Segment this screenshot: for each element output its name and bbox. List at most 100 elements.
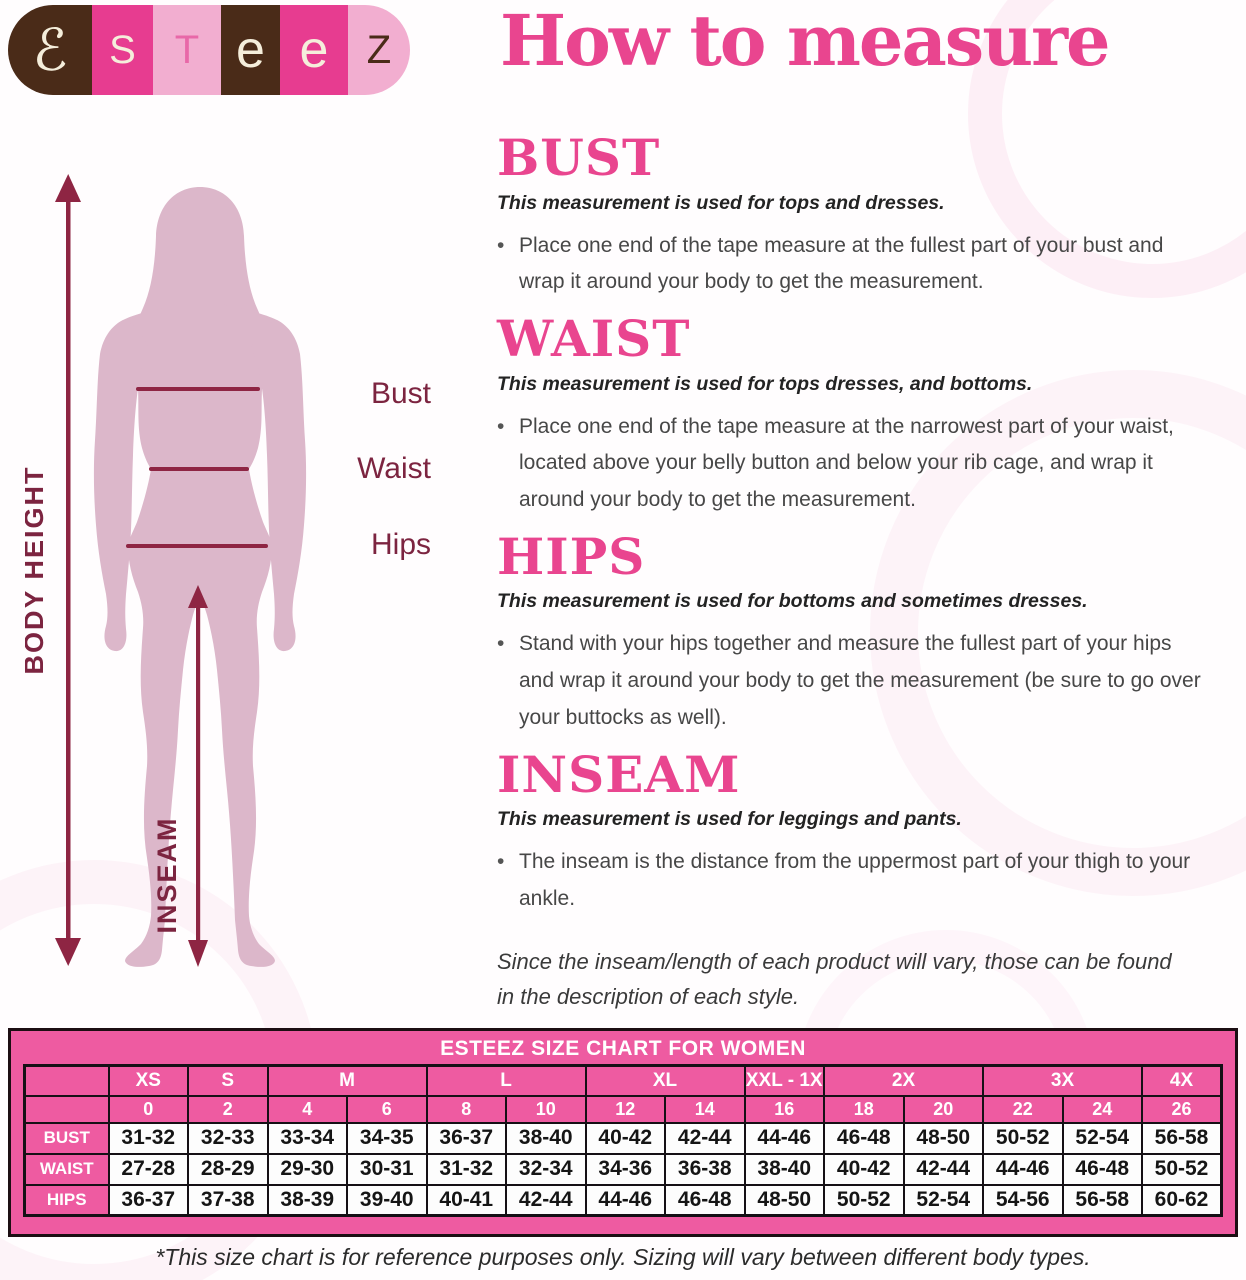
value-cell: 30-31 <box>346 1152 428 1186</box>
size-cell: 18 <box>823 1094 905 1124</box>
section-waist: WAIST This measurement is used for tops … <box>497 309 1202 519</box>
value-cell: 34-35 <box>346 1121 428 1155</box>
logo-letter-s: S <box>92 5 153 95</box>
section-bullet: • Place one end of the tape measure at t… <box>497 409 1202 519</box>
body-measurement-diagram: BODY HEIGHT INSEAM <box>25 174 307 967</box>
value-cell: 44-46 <box>982 1152 1064 1186</box>
bust-pointer-label: Bust <box>370 377 431 410</box>
logo-letter-z: Z <box>348 5 410 95</box>
corner-cell <box>23 1064 110 1097</box>
value-cell: 46-48 <box>664 1183 746 1217</box>
value-cell: 46-48 <box>1061 1152 1143 1186</box>
size-cell: 20 <box>902 1094 984 1124</box>
measure-instructions: BUST This measurement is used for tops a… <box>497 128 1202 1014</box>
group-cell: XS <box>107 1064 189 1097</box>
inseam-variation-note: Since the inseam/length of each product … <box>497 948 1172 1009</box>
row-label-cell: BUST <box>23 1121 110 1155</box>
body-height-label: BODY HEIGHT <box>25 465 49 674</box>
group-cell: M <box>266 1064 428 1097</box>
size-cell: 26 <box>1141 1094 1223 1124</box>
logo-letter-t: T <box>153 5 221 95</box>
value-cell: 54-56 <box>982 1183 1064 1217</box>
waist-pointer-label: Waist <box>357 452 431 485</box>
size-cell: 2 <box>187 1094 269 1124</box>
section-heading: WAIST <box>497 309 691 368</box>
value-cell: 27-28 <box>107 1152 189 1186</box>
logo-letter: S <box>109 27 136 72</box>
bullet-icon: • <box>497 233 505 257</box>
value-cell: 32-33 <box>187 1121 269 1155</box>
size-cell: 8 <box>425 1094 507 1124</box>
value-cell: 31-32 <box>107 1121 189 1155</box>
section-subtitle: This measurement is used for tops dresse… <box>497 372 1033 395</box>
size-cell: 14 <box>664 1094 746 1124</box>
size-chart-panel: ESTEEZ SIZE CHART FOR WOMEN XS S M L XL … <box>8 1028 1238 1237</box>
value-cell: 29-30 <box>266 1152 348 1186</box>
section-inseam: INSEAM This measurement is used for legg… <box>497 744 1202 918</box>
value-cell: 44-46 <box>584 1183 666 1217</box>
value-cell: 36-37 <box>107 1183 189 1217</box>
bust-row: BUST 31-32 32-33 33-34 34-35 36-37 38-40… <box>23 1121 1223 1155</box>
group-cell: L <box>425 1064 587 1097</box>
logo-letter: e <box>299 21 329 79</box>
value-cell: 31-32 <box>425 1152 507 1186</box>
section-heading: BUST <box>497 128 661 187</box>
value-cell: 48-50 <box>743 1183 825 1217</box>
size-chart-table: XS S M L XL XXL - 1X 2X 3X 4X 0 2 4 6 8 … <box>23 1064 1223 1217</box>
measurement-lines <box>126 387 268 548</box>
value-cell: 38-40 <box>743 1152 825 1186</box>
section-subtitle: This measurement is used for bottoms and… <box>497 590 1088 613</box>
size-cell: 10 <box>505 1094 587 1124</box>
corner-cell <box>23 1094 110 1124</box>
size-group-row: XS S M L XL XXL - 1X 2X 3X 4X <box>23 1064 1223 1097</box>
group-cell: 4X <box>1141 1064 1223 1097</box>
inseam-arrow <box>188 585 208 967</box>
value-cell: 60-62 <box>1141 1183 1223 1217</box>
value-cell: 42-44 <box>664 1121 746 1155</box>
disclaimer-note: *This size chart is for reference purpos… <box>155 1244 1091 1270</box>
value-cell: 52-54 <box>902 1183 984 1217</box>
value-cell: 42-44 <box>505 1183 587 1217</box>
section-bullet: • The inseam is the distance from the up… <box>497 844 1202 918</box>
value-cell: 36-37 <box>425 1121 507 1155</box>
group-cell: S <box>187 1064 269 1097</box>
section-heading: HIPS <box>497 526 646 586</box>
bullet-text: Place one end of the tape measure at the… <box>519 414 1174 512</box>
value-cell: 39-40 <box>346 1183 428 1217</box>
logo-letter-e2: e <box>280 5 348 95</box>
value-cell: 48-50 <box>902 1121 984 1155</box>
section-subtitle: This measurement is used for leggings an… <box>497 808 962 830</box>
size-cell: 12 <box>584 1094 666 1124</box>
value-cell: 52-54 <box>1061 1121 1143 1155</box>
value-cell: 44-46 <box>743 1121 825 1155</box>
group-cell: 3X <box>982 1064 1143 1097</box>
value-cell: 50-52 <box>982 1121 1064 1155</box>
esteez-logo: ℰ S T e e Z <box>8 5 410 95</box>
value-cell: 34-36 <box>584 1152 666 1186</box>
size-cell: 22 <box>982 1094 1064 1124</box>
logo-letter: Z <box>366 27 392 72</box>
numeric-size-row: 0 2 4 6 8 10 12 14 16 18 20 22 24 26 <box>23 1094 1223 1124</box>
hips-row: HIPS 36-37 37-38 38-39 39-40 40-41 42-44… <box>23 1183 1223 1217</box>
value-cell: 38-40 <box>505 1121 587 1155</box>
size-cell: 4 <box>266 1094 348 1124</box>
section-bullet: • Stand with your hips together and meas… <box>497 626 1202 736</box>
value-cell: 40-42 <box>823 1152 905 1186</box>
value-cell: 50-52 <box>823 1183 905 1217</box>
value-cell: 50-52 <box>1141 1152 1223 1186</box>
hips-pointer-label: Hips <box>370 528 431 561</box>
logo-letter-e-script: ℰ <box>8 5 92 95</box>
bullet-text: Place one end of the tape measure at the… <box>519 233 1164 294</box>
logo-letter-e1: e <box>221 5 280 95</box>
size-cell: 24 <box>1061 1094 1143 1124</box>
section-heading: INSEAM <box>497 744 741 804</box>
value-cell: 32-34 <box>505 1152 587 1186</box>
section-bullet: • Place one end of the tape measure at t… <box>497 228 1202 302</box>
row-label-cell: WAIST <box>23 1152 110 1186</box>
value-cell: 46-48 <box>823 1121 905 1155</box>
value-cell: 28-29 <box>187 1152 269 1186</box>
bullet-icon: • <box>497 850 505 873</box>
bullet-text: The inseam is the distance from the uppe… <box>519 850 1191 910</box>
group-cell: XL <box>584 1064 746 1097</box>
